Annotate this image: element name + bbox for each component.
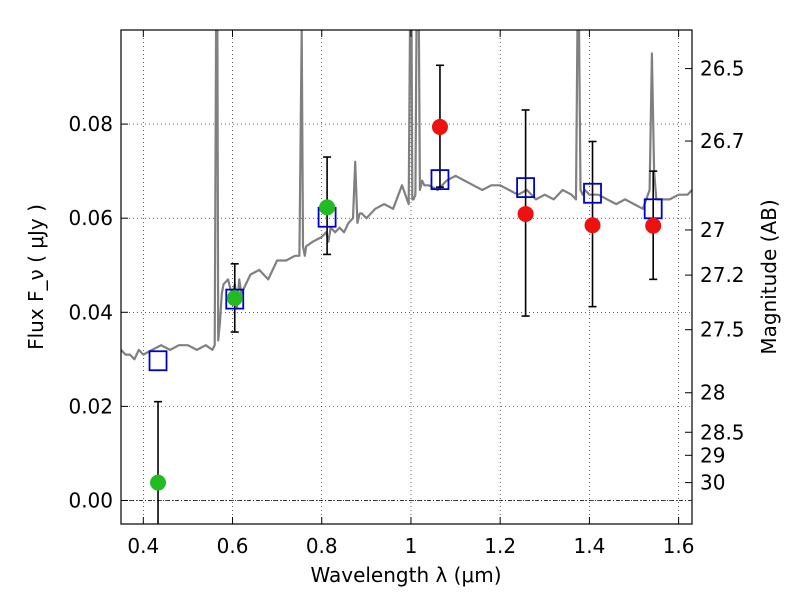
observed-point-circle: [150, 474, 167, 491]
error-bars: [154, 64, 658, 524]
y2-tick-label: 26.7: [700, 129, 745, 153]
y-tick-label: 0.02: [68, 394, 113, 418]
x-tick-label: 1: [405, 534, 418, 558]
spectrum-line: [121, 30, 692, 361]
y2-tick-label: 30: [700, 471, 725, 495]
observed-point-circle: [645, 217, 662, 234]
y2-tick-label: 29: [700, 443, 725, 467]
observed-points: [150, 118, 662, 491]
plot-frame: [120, 29, 693, 525]
x-tick-label: 1.4: [573, 534, 605, 558]
y2-tick-label: 26.5: [700, 57, 745, 81]
y-axis-ticks: 0.00 0.02 0.04 0.06 0.08: [68, 112, 128, 512]
y2-tick-label: 28: [700, 381, 725, 405]
observed-point-circle: [517, 205, 534, 222]
y2-tick-label: 27.2: [700, 263, 745, 287]
x-axis-label: Wavelength λ (μm): [310, 563, 501, 587]
y2-tick-label: 28.5: [700, 420, 745, 444]
observed-point-circle: [584, 217, 601, 234]
x-tick-label: 0.8: [306, 534, 338, 558]
y-tick-label: 0.08: [68, 112, 113, 136]
y2-tick-label: 27: [700, 218, 725, 242]
model-point-square: [430, 169, 450, 191]
model-point-square: [583, 182, 602, 204]
x-tick-label: 0.6: [217, 534, 249, 558]
y-tick-label: 0.04: [68, 300, 113, 324]
model-points: [148, 169, 663, 372]
model-spectrum: [121, 30, 692, 361]
model-point-square: [516, 177, 536, 199]
y-tick-label: 0.00: [68, 488, 113, 512]
x-tick-label: 1.2: [484, 534, 516, 558]
model-point-square: [148, 350, 168, 372]
x-tick-label: 1.6: [663, 534, 695, 558]
observed-point-circle: [226, 290, 243, 307]
y2-axis-ticks: 26.5 26.7 27 27.2 27.5 28 28.529 30: [685, 57, 745, 495]
y-tick-label: 0.06: [68, 206, 113, 230]
observed-point-circle: [319, 199, 336, 216]
model-point-square: [225, 288, 245, 310]
x-axis-ticks: 0.4 0.6 0.8 1 1.2 1.4 1.6: [127, 30, 695, 558]
observed-point-circle: [431, 118, 448, 135]
y2-axis-label: Magnitude (AB): [757, 199, 781, 354]
x-tick-label: 0.4: [127, 534, 159, 558]
y2-tick-label: 27.5: [700, 318, 745, 342]
grid: [121, 30, 692, 524]
y-axis-label: Flux F_ν ( μJy ): [24, 204, 48, 350]
